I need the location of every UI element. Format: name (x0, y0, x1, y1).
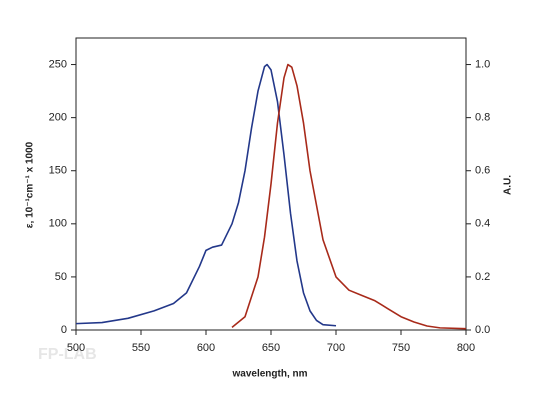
x-tick-label: 500 (67, 342, 85, 354)
x-tick-label: 750 (392, 342, 410, 354)
y2-tick-label: 1.0 (475, 58, 490, 70)
y2-tick-label: 0.8 (475, 112, 490, 124)
spectrum-line (75, 63, 337, 327)
x-axis-title: wavelength, nm (231, 369, 307, 380)
x-tick-label: 700 (327, 342, 345, 354)
y2-tick-label: 0.2 (475, 271, 490, 283)
x-tick-label: 650 (262, 342, 280, 354)
y-tick-label: 0 (61, 324, 67, 336)
y2-axis-title: A.U. (503, 175, 514, 195)
y-tick-label: 150 (49, 165, 67, 177)
x-tick-label: 800 (457, 342, 475, 354)
y-tick-label: 200 (49, 112, 67, 124)
y-axis-title: ε, 10⁻¹cm⁻¹ x 1000 (25, 141, 36, 228)
y-tick-label: 100 (49, 218, 67, 230)
x-tick-label: 550 (132, 342, 150, 354)
x-tick-label: 600 (197, 342, 215, 354)
y-tick-label: 50 (55, 271, 67, 283)
y2-tick-label: 0.0 (475, 324, 490, 336)
watermark: FP-LAB (38, 346, 97, 363)
y2-tick-label: 0.4 (475, 218, 490, 230)
y2-tick-label: 0.6 (475, 165, 490, 177)
y-tick-label: 250 (49, 58, 67, 70)
spectrum-line (231, 63, 467, 330)
